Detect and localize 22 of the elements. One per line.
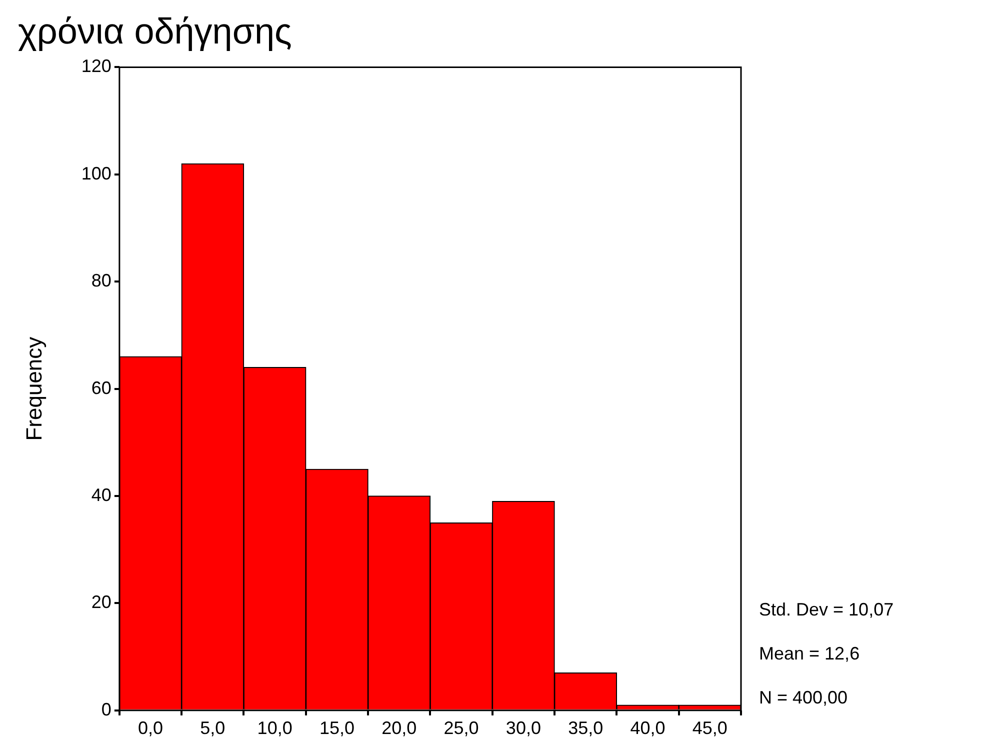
y-tick-label: 60 xyxy=(91,378,112,398)
text: Std. Dev = 10,07 xyxy=(759,599,894,620)
y-tick-label: 20 xyxy=(91,592,112,612)
x-tick-label: 10,0 xyxy=(257,718,292,738)
x-tick-label: 35,0 xyxy=(568,718,604,738)
chart-title: χρόνια οδήγησης xyxy=(18,10,292,52)
x-tick-label: 20,0 xyxy=(382,718,417,738)
y-tick-label: 0 xyxy=(101,699,112,720)
text: Mean = 12,6 xyxy=(759,643,860,664)
y-tick-label: 120 xyxy=(81,56,112,76)
x-tick-label: 45,0 xyxy=(692,718,728,738)
y-tick-label: 80 xyxy=(91,270,112,291)
x-tick-label: 25,0 xyxy=(444,718,479,738)
y-axis-title: Frequency xyxy=(21,336,46,441)
y-tick-label: 40 xyxy=(91,484,112,505)
x-tick-label: 15,0 xyxy=(319,718,355,738)
text: N = 400,00 xyxy=(759,687,848,708)
x-tick-label: 5,0 xyxy=(200,718,226,738)
x-tick-label: 30,0 xyxy=(506,718,541,738)
x-tick-label: 0,0 xyxy=(138,718,164,738)
y-tick-label: 100 xyxy=(81,163,112,184)
x-tick-label: 40,0 xyxy=(630,718,666,738)
